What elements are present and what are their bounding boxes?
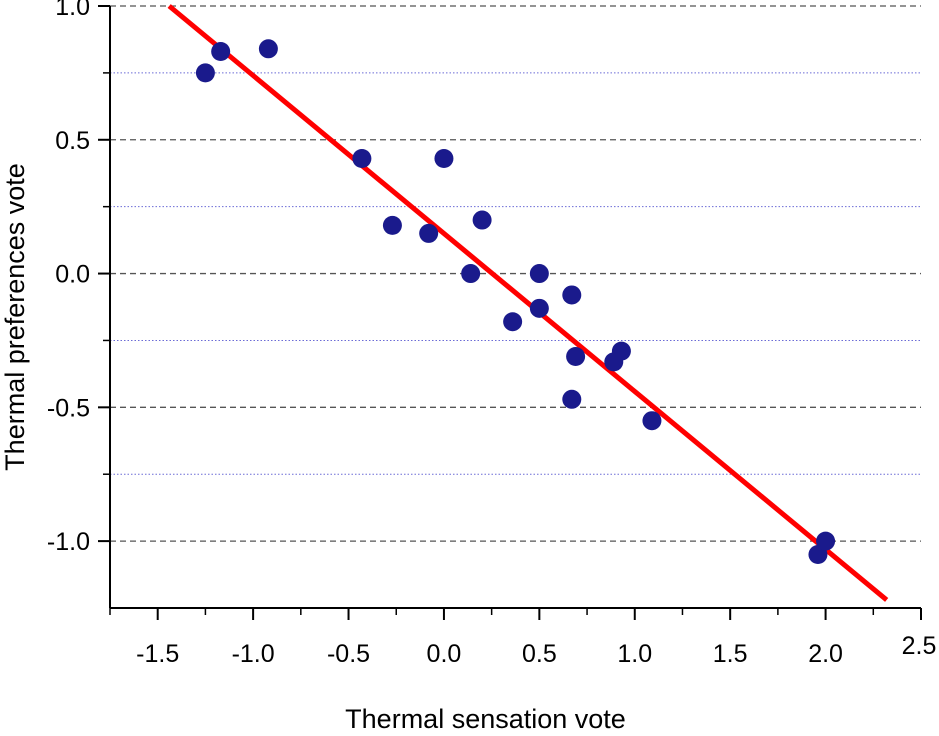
x-tick-label: 2.0 (808, 640, 843, 668)
x-tick-label: 1.5 (713, 640, 748, 668)
x-tick-label: -1.0 (232, 640, 275, 668)
regression-line (167, 4, 889, 602)
x-axis-title: Thermal sensation vote (345, 704, 626, 734)
y-tick-label: 1.0 (55, 0, 90, 21)
x-tick-label: -1.5 (136, 640, 179, 668)
y-tick-label: -1.0 (47, 528, 90, 556)
y-axis-title: Thermal preferences vote (0, 163, 30, 471)
data-point (382, 215, 402, 235)
y-tick-label: 0.5 (55, 127, 90, 155)
x-tick-label: 2.5 (902, 632, 937, 660)
data-point (434, 149, 454, 169)
data-point (562, 285, 582, 305)
x-tick-label: 0.0 (427, 640, 462, 668)
ticks (98, 5, 922, 620)
data-point (562, 389, 582, 409)
data-point (503, 312, 523, 332)
x-tick-label: 0.5 (522, 640, 557, 668)
data-point (461, 264, 481, 284)
data-point (419, 223, 439, 243)
x-tick-label: -0.5 (327, 640, 370, 668)
data-point (352, 149, 372, 169)
data-point (816, 531, 836, 551)
data-point (258, 39, 278, 59)
tick-labels: 1.0 0.5 0.0 -0.5 -1.0 -1.5 -1.0 -0.5 0.0 0.5 1.0 1.… (47, 0, 936, 668)
data-point (529, 298, 549, 318)
data-point (611, 341, 631, 361)
gridlines (110, 5, 921, 542)
data-point (472, 210, 492, 230)
data-point (642, 411, 662, 431)
data-point (529, 264, 549, 284)
fit-line-layer (167, 4, 889, 602)
data-point (566, 346, 586, 366)
y-tick-label: -0.5 (47, 394, 90, 422)
x-tick-label: 1.0 (617, 640, 652, 668)
data-points (195, 39, 836, 564)
data-point (195, 63, 215, 83)
axes (109, 6, 921, 609)
y-tick-label: 0.0 (55, 261, 90, 289)
data-point (211, 41, 231, 61)
